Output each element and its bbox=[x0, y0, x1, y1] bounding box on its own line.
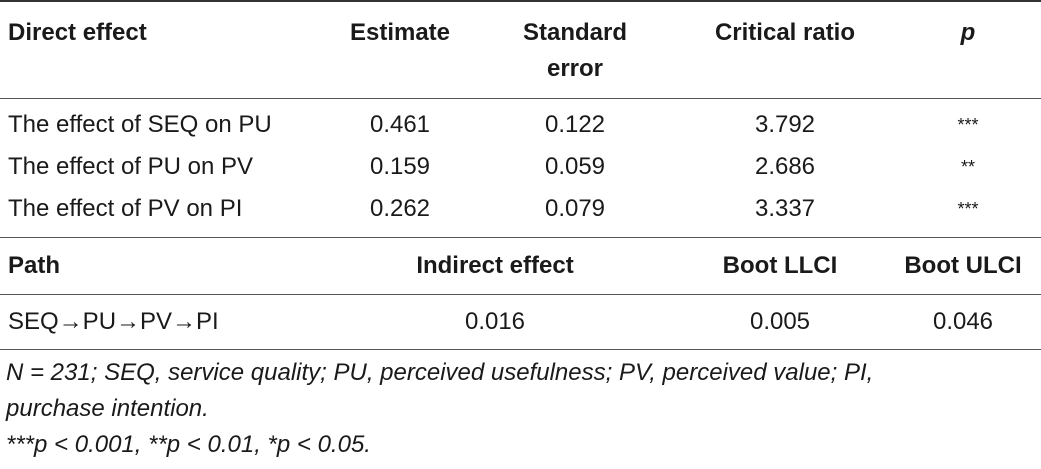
header-rule bbox=[0, 98, 1041, 99]
top-rule bbox=[0, 0, 1041, 2]
section-rule bbox=[0, 237, 1041, 238]
row-2-effect: The effect of PU on PV bbox=[8, 153, 254, 180]
header-estimate: Estimate bbox=[349, 19, 451, 46]
row-3-cr: 3.337 bbox=[754, 195, 816, 222]
path-row-llci: 0.005 bbox=[749, 308, 811, 335]
header-boot-llci: Boot LLCI bbox=[722, 252, 838, 279]
header2-rule bbox=[0, 294, 1041, 295]
header-path: Path bbox=[8, 252, 61, 279]
row-1-estimate: 0.461 bbox=[369, 111, 431, 138]
path-row-ulci: 0.046 bbox=[932, 308, 994, 335]
row-2-p: ** bbox=[960, 157, 975, 177]
path-row-indirect: 0.016 bbox=[464, 308, 526, 335]
row-2-estimate: 0.159 bbox=[369, 153, 431, 180]
row-3-p: *** bbox=[957, 199, 979, 219]
path-row-path: SEQ→PU→PV→PI bbox=[8, 308, 219, 335]
row-1-effect: The effect of SEQ on PU bbox=[8, 111, 272, 138]
row-3-se: 0.079 bbox=[544, 195, 606, 222]
table-note-line2: purchase intention. bbox=[6, 395, 209, 422]
row-2-se: 0.059 bbox=[544, 153, 606, 180]
bottom-rule bbox=[0, 349, 1041, 350]
row-3-effect: The effect of PV on PI bbox=[8, 195, 243, 222]
header-standard-error-line1: Standard bbox=[522, 19, 627, 46]
row-1-p: *** bbox=[957, 115, 979, 135]
significance-note: ***p < 0.001, **p < 0.01, *p < 0.05. bbox=[6, 431, 371, 458]
header-direct-effect: Direct effect bbox=[8, 19, 147, 46]
header-p: p bbox=[960, 19, 976, 46]
row-3-estimate: 0.262 bbox=[369, 195, 431, 222]
header-boot-ulci: Boot ULCI bbox=[904, 252, 1022, 279]
row-1-cr: 3.792 bbox=[754, 111, 816, 138]
row-2-cr: 2.686 bbox=[754, 153, 816, 180]
header-critical-ratio: Critical ratio bbox=[714, 19, 856, 46]
row-1-se: 0.122 bbox=[544, 111, 606, 138]
table-note-line1: N = 231; SEQ, service quality; PU, perce… bbox=[6, 359, 874, 386]
header-indirect-effect: Indirect effect bbox=[416, 252, 574, 279]
header-standard-error-line2: error bbox=[546, 55, 604, 82]
